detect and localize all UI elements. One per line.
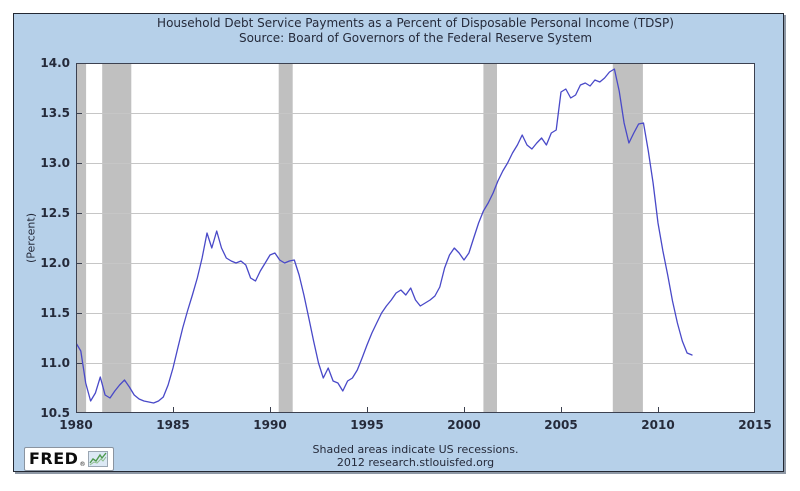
x-axis-tick-label: 1990 (253, 418, 287, 432)
y-axis-tick-label: 12.0 (40, 256, 70, 270)
y-axis-tick-label: 13.5 (40, 106, 70, 120)
x-axis-tick-label: 2000 (447, 418, 481, 432)
gridlines (76, 113, 755, 364)
x-axis-tick-label: 1995 (350, 418, 384, 432)
y-axis-tick-label: 14.0 (40, 56, 70, 70)
chart-footer: Shaded areas indicate US recessions. 201… (76, 443, 755, 469)
tdsp-line-chart (76, 63, 755, 413)
data-line (76, 68, 693, 404)
source-url-note: 2012 research.stlouisfed.org (336, 456, 495, 469)
y-axis-tick-label: 10.5 (40, 406, 70, 420)
line-chart-icon (88, 451, 109, 467)
y-axis-tick-label: 13.0 (40, 156, 70, 170)
chart-header: Household Debt Service Payments as a Per… (76, 16, 755, 46)
fred-logo: FRED ® (24, 447, 115, 471)
x-axis-tick-label: 2005 (544, 418, 578, 432)
x-axis-tick-label: 2010 (641, 418, 675, 432)
plot-area (76, 63, 755, 413)
fred-logo-text: FRED (29, 449, 79, 468)
y-axis-tick-label: 11.5 (40, 306, 70, 320)
recession-bands (77, 63, 643, 413)
chart-subtitle: Source: Board of Governors of the Federa… (238, 31, 593, 45)
recession-note: Shaded areas indicate US recessions. (312, 443, 519, 456)
x-axis-tick-label: 1985 (156, 418, 190, 432)
plot-frame (76, 63, 755, 413)
x-axis-tick-label: 2015 (738, 418, 772, 432)
y-axis-tick-label: 11.0 (40, 356, 70, 370)
x-axis-tick-label: 1980 (59, 418, 93, 432)
y-axis-tick-label: 12.5 (40, 206, 70, 220)
chart-title: Household Debt Service Payments as a Per… (157, 16, 674, 30)
registered-mark: ® (79, 461, 86, 468)
